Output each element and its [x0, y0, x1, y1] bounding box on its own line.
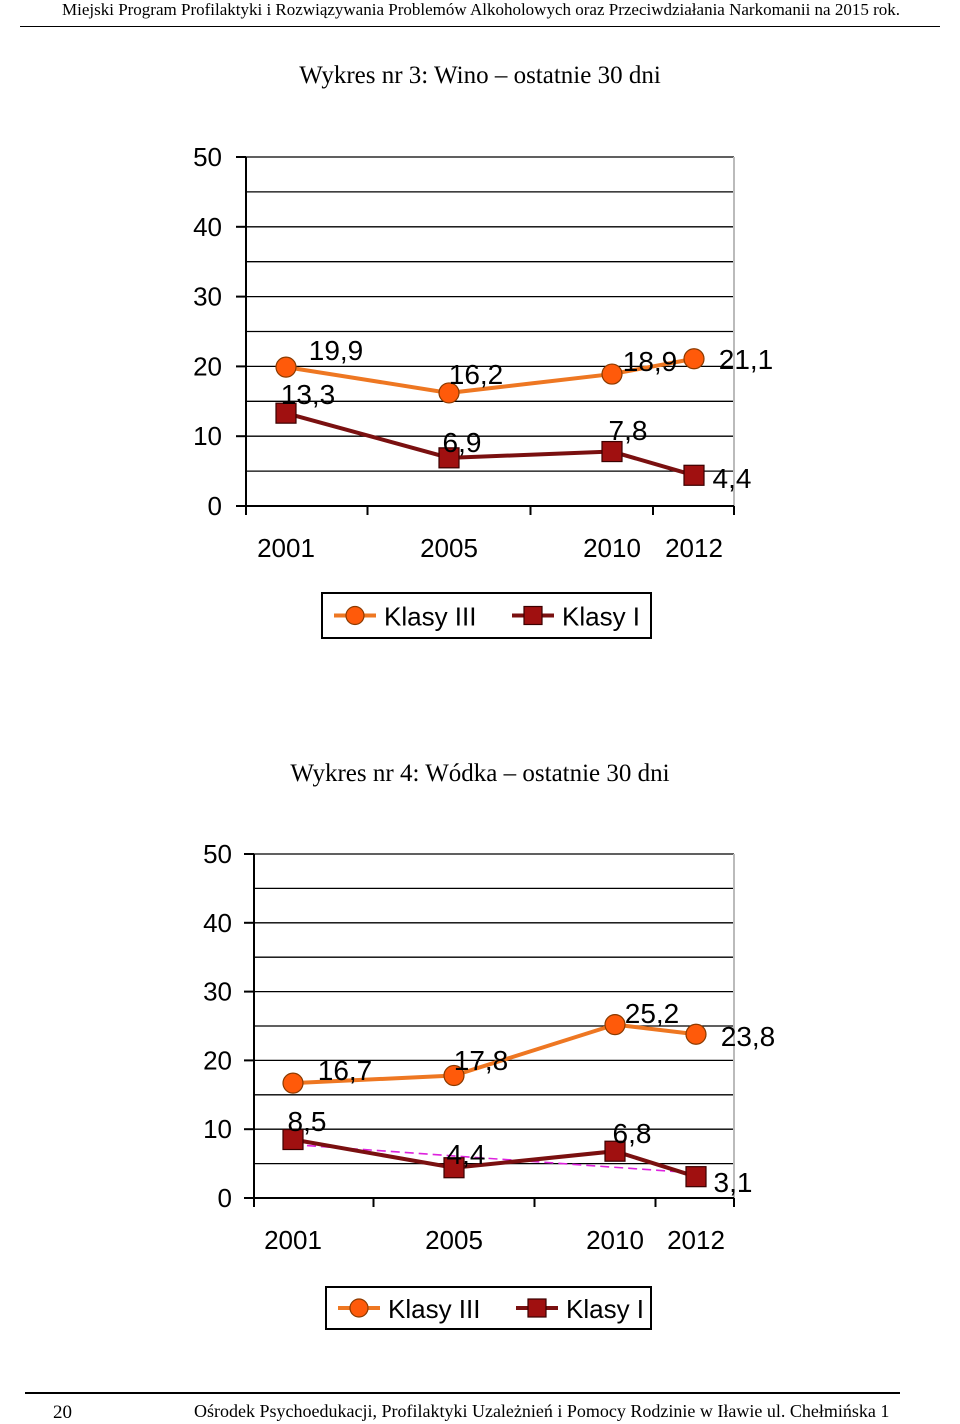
x-tick-label: 2012 [667, 1225, 725, 1255]
x-tick-label: 2010 [586, 1225, 644, 1255]
legend-marker-klasy-iii [349, 1298, 369, 1318]
y-tick-label: 50 [203, 839, 232, 869]
point-klasy-i [685, 1166, 707, 1188]
point-klasy-i [604, 1140, 626, 1162]
legend-label-klasy-i: Klasy I [562, 602, 640, 632]
data-label-klasy-iii: 21,1 [719, 344, 774, 375]
chart-1-title: Wykres nr 3: Wino – ostatnie 30 dni [299, 62, 661, 89]
point-klasy-i [683, 464, 705, 486]
y-tick-label: 40 [193, 212, 222, 242]
point-klasy-iii [282, 1072, 304, 1094]
y-tick-label: 10 [203, 1114, 232, 1144]
point-klasy-iii [443, 1064, 465, 1087]
chart-wodka: 0 10 20 30 40 50 2001 2005 2010 2012 8,5 4,4 6,8 3,1 1… [203, 839, 776, 1330]
x-tick-label: 2005 [425, 1225, 483, 1255]
header-text: Miejski Program Profilaktyki i Rozwiązyw… [62, 0, 900, 19]
series-line-klasy-iii [292, 1022, 697, 1086]
data-label-klasy-i: 4,4 [713, 463, 752, 494]
series-line-klasy-i [285, 411, 695, 478]
point-klasy-iii [683, 348, 705, 370]
data-label-klasy-iii: 17,8 [454, 1045, 509, 1076]
y-tick-label: 30 [193, 282, 222, 312]
data-label-klasy-i: 13,3 [281, 379, 336, 410]
legend: Klasy III Klasy I [325, 1286, 652, 1330]
x-tick-label: 2001 [257, 533, 315, 563]
legend-label-klasy-iii: Klasy III [388, 1294, 480, 1324]
data-label-klasy-iii: 18,9 [623, 346, 678, 377]
page-number: 20 [53, 1402, 72, 1423]
x-tick-label: 2012 [665, 533, 723, 563]
trendline-klasy-i [292, 1143, 697, 1174]
data-label-klasy-i: 3,1 [714, 1167, 753, 1198]
gridlines [246, 156, 735, 507]
data-label-klasy-iii: 16,7 [318, 1055, 373, 1086]
page-header: Miejski Program Profilaktyki i Rozwiązyw… [0, 0, 960, 27]
x-tick-label: 2001 [264, 1225, 322, 1255]
y-tick-label: 0 [208, 491, 222, 521]
chart-2-title: Wykres nr 4: Wódka – ostatnie 30 dni [290, 760, 670, 787]
point-klasy-iii [604, 1014, 626, 1036]
footer-text: Ośrodek Psychoedukacji, Profilaktyki Uza… [194, 1401, 890, 1421]
y-tick-label: 20 [203, 1045, 232, 1075]
point-klasy-iii [275, 356, 297, 378]
data-label-klasy-iii: 25,2 [625, 998, 680, 1029]
header-divider [20, 26, 940, 27]
data-label-klasy-i: 8,5 [288, 1106, 327, 1137]
y-tick-label: 0 [218, 1183, 232, 1213]
point-klasy-i [443, 1157, 465, 1179]
y-tick-label: 10 [193, 421, 222, 451]
legend-box [325, 1286, 652, 1330]
data-label-klasy-iii: 16,2 [449, 359, 504, 390]
series-line-klasy-i [292, 1137, 697, 1179]
data-label-klasy-i: 6,9 [443, 427, 482, 458]
legend-marker-klasy-iii [345, 605, 365, 626]
y-tick-label: 30 [203, 977, 232, 1007]
legend-marker-klasy-i [523, 605, 543, 626]
legend-marker-klasy-i [527, 1298, 547, 1318]
data-label-klasy-iii: 23,8 [721, 1021, 776, 1052]
series-line-klasy-iii [285, 356, 695, 395]
x-tick-label: 2010 [583, 533, 641, 563]
point-klasy-i [601, 440, 623, 463]
x-tick-label: 2005 [420, 533, 478, 563]
legend: Klasy III Klasy I [321, 592, 652, 639]
point-klasy-iii [685, 1023, 707, 1045]
legend-label-klasy-iii: Klasy III [384, 602, 476, 632]
chart-wino: 0 10 20 30 40 50 2001 2005 2010 2012 13,3 6,9 7,8 4,4… [193, 142, 774, 639]
data-label-klasy-iii: 19,9 [309, 335, 364, 366]
legend-label-klasy-i: Klasy I [566, 1294, 644, 1324]
data-label-klasy-i: 6,8 [613, 1118, 652, 1149]
footer-divider [25, 1392, 900, 1394]
point-klasy-i [275, 402, 297, 424]
point-klasy-iii [438, 382, 460, 404]
point-klasy-i [438, 447, 460, 469]
legend-box [321, 592, 652, 639]
data-label-klasy-i: 7,8 [609, 415, 648, 446]
data-label-klasy-i: 4,4 [447, 1139, 486, 1170]
y-tick-label: 40 [203, 908, 232, 938]
point-klasy-i [282, 1128, 304, 1151]
y-tick-label: 20 [193, 351, 222, 381]
point-klasy-iii [601, 363, 623, 385]
y-tick-label: 50 [193, 142, 222, 172]
